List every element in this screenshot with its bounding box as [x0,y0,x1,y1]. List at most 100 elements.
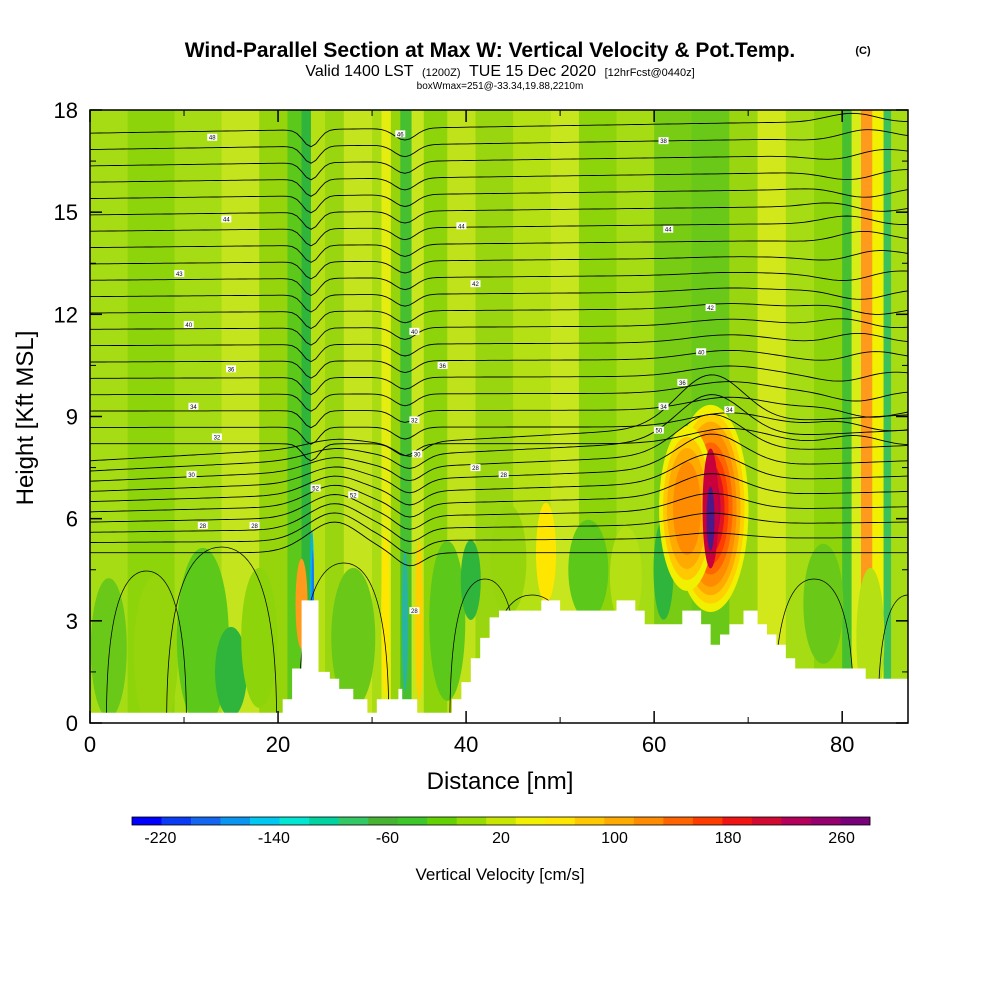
theta-contour [90,287,908,313]
theta-contour [90,188,908,214]
narrow-updraft [381,534,390,695]
theta-contour [90,349,908,379]
colorbar-tick-label: 20 [492,830,510,847]
contour-label-text: 44 [458,224,465,230]
velocity-cell [331,567,376,708]
contour-label: 36 [437,361,448,370]
field-streak [860,110,873,723]
contour-labels: 48 46 38 44 44 44 43 42 42 40 40 40 36 36 36 34 34 34 32 32… [174,130,735,615]
contour-label-text: 42 [707,306,714,312]
contour-label-bg [456,222,467,230]
field-streak [400,110,413,723]
contour-label: 32 [409,416,420,424]
contour-label: 43 [174,269,185,278]
y-tick-label: 18 [54,98,78,123]
colorbar-swatch [250,817,280,825]
contour-label-bg [348,491,359,499]
colorbar-swatch [751,817,782,825]
contour-label-bg [658,137,669,145]
velocity-cell [460,539,481,620]
velocity-cell [803,543,844,664]
theta-contour [90,492,908,530]
contour-label: 52 [348,491,359,499]
narrow-updraft [401,550,408,691]
contour-label: 42 [705,304,716,312]
contour-label: 30 [186,470,197,479]
theta-contour [90,202,908,230]
colorbar-swatch [220,817,251,825]
colorbar-swatch [663,817,694,825]
contour-label-bg [409,607,420,615]
theta-contour [90,374,908,462]
contour-label-text: 52 [350,493,357,499]
colorbar-label: Vertical Velocity [cm/s] [415,865,584,884]
contour-label-bg [498,470,509,478]
velocity-cell [215,626,248,717]
contour-label-text: 30 [188,473,195,479]
theta-contour [90,412,908,445]
contour-label-bg [249,521,260,529]
colorbar-swatch [368,817,398,825]
theta-contour [90,396,908,429]
plot-area: 48 46 38 44 44 44 43 42 42 40 40 40 36 36 36 34 34 34 32 32… [90,110,908,723]
contour-label: 40 [183,321,194,329]
colorbar-swatch [840,817,871,825]
contour-label-bg [174,269,185,277]
velocity-cell [490,504,527,615]
contour-label-bg [724,406,735,414]
contour-label-bg [211,433,222,441]
field-streak [310,110,326,723]
subtitle-forecast: [12hrFcst@0440z] [605,67,695,79]
y-axis-label: Height [Kft MSL] [12,331,39,506]
theta-contour [90,303,908,330]
subtitle-date: TUE 15 Dec 2020 [469,63,596,80]
colorbar-swatch [604,817,635,825]
theta-contour [90,250,908,280]
theta-contour [90,512,908,555]
theta-contour [90,332,908,363]
contour-label-bg [412,450,423,458]
contour-label: 36 [677,378,688,387]
contour-label-text: 34 [660,405,667,411]
velocity-field [90,110,908,723]
colorbar-swatch [545,817,576,825]
contour-label-bg [183,321,194,329]
colorbar-swatch [781,817,812,825]
colorbar-swatch [456,817,487,825]
contour-label: 36 [226,365,237,373]
contour-label-text: 32 [411,418,418,424]
contour-label-text: 38 [660,139,667,145]
colorbar-swatch [309,817,339,825]
theta-arc [166,546,278,723]
theta-contour [90,149,908,181]
theta-contour [90,365,908,396]
contour-label: 46 [395,130,406,138]
contour-label-text: 44 [665,228,672,234]
colorbar-swatch [397,817,428,825]
field-streak [851,110,862,723]
contour-label: 52 [310,484,321,493]
contour-label-text: 34 [726,408,733,414]
colorbar-swatch [279,817,310,825]
contour-label: 34 [724,406,735,414]
chart-title-tag: (C) [855,45,871,57]
contour-label: 42 [470,280,481,288]
contour-label-bg [409,416,420,424]
contour-label: 40 [409,327,420,336]
theta-arc [106,570,187,723]
contour-label-text: 36 [439,364,446,370]
contour-label-bg [188,402,199,410]
contour-label-text: 28 [411,609,418,615]
theta-contour [90,453,908,506]
y-tick-label: 9 [66,405,78,430]
contour-label-bg [705,304,716,312]
contour-label: 44 [221,215,232,223]
theta-contour [90,318,908,346]
field-streak [372,110,382,723]
contour-label: 28 [409,607,420,615]
contour-label-text: 48 [209,136,216,142]
colorbar-tick-label: -60 [376,830,399,847]
contour-label-bg [186,470,197,478]
field-streak [842,110,853,723]
